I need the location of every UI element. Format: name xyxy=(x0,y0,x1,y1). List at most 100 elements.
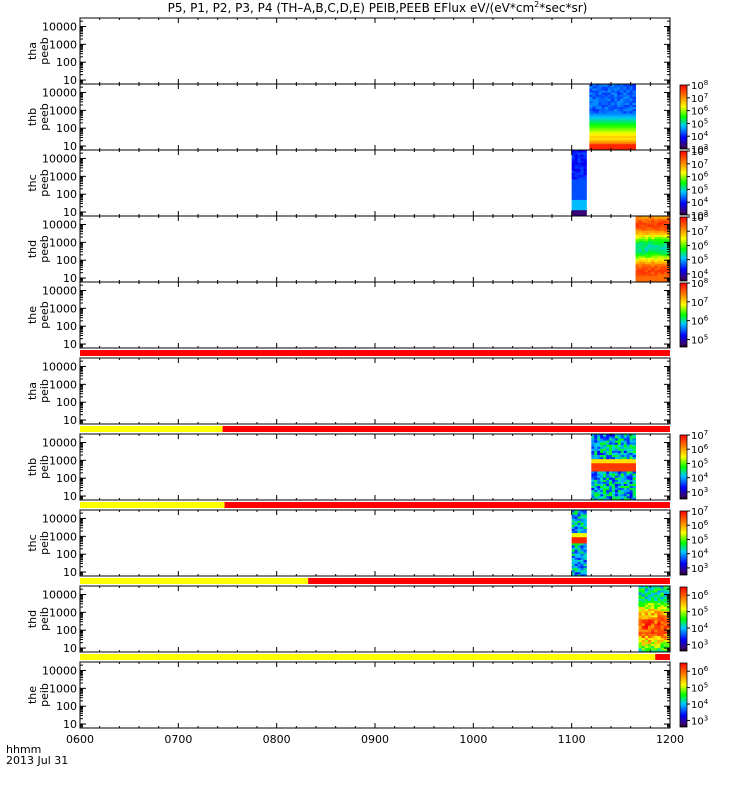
spectrogram-cell xyxy=(654,269,658,273)
spectrogram-cell xyxy=(577,540,581,544)
spectrogram-cell xyxy=(574,172,578,176)
spectrogram-cell xyxy=(610,131,615,134)
spectrogram-cell xyxy=(577,543,581,546)
spectrogram-cell xyxy=(571,532,576,536)
spectrogram-cell xyxy=(651,224,655,227)
spectrogram-cell xyxy=(641,226,646,229)
spectrogram-cell xyxy=(577,164,581,167)
colorbar-label: 107 xyxy=(691,505,708,518)
spectrogram-cell xyxy=(654,251,658,254)
spectrogram-cell xyxy=(632,493,636,497)
spectrogram-cell xyxy=(632,458,636,462)
spectrogram-cell xyxy=(574,187,578,190)
spectrogram-cell xyxy=(654,224,658,227)
spectrogram-cell xyxy=(629,450,634,453)
spectrogram-cell xyxy=(626,86,630,89)
colorbar xyxy=(679,510,688,576)
spectrogram-cell xyxy=(657,255,662,258)
spectrogram-cell xyxy=(629,86,633,89)
spectrogram-cell xyxy=(600,481,604,484)
spectrogram-cell xyxy=(647,645,652,649)
panel-ylabel: peib xyxy=(38,683,51,707)
spectrogram-cell xyxy=(657,643,661,647)
spectrogram-cell xyxy=(589,108,593,112)
spectrogram-cell xyxy=(571,209,576,213)
spectrogram-cell xyxy=(623,485,628,489)
spectrogram-cell xyxy=(660,269,665,273)
spectrogram-cell xyxy=(651,645,655,649)
spectrogram-cell xyxy=(617,139,621,143)
spectrogram-cell xyxy=(577,201,581,205)
spectrogram-cell xyxy=(617,106,621,110)
spectrogram-cell xyxy=(663,255,668,258)
spectrogram-cell xyxy=(597,440,601,443)
spectrogram-cell xyxy=(598,127,603,130)
spectrogram-cell xyxy=(663,592,668,595)
spectrogram-cell xyxy=(629,131,633,134)
spectrogram-cell xyxy=(609,442,613,445)
spectrogram-cell xyxy=(610,135,615,139)
spectrogram-cell xyxy=(611,460,616,464)
y-tick-label: 1000 xyxy=(49,104,77,117)
spectrogram-cell xyxy=(580,189,584,192)
spectrogram-cell xyxy=(609,495,613,499)
spectrogram-cell xyxy=(594,442,598,445)
spectrogram-cell xyxy=(651,641,655,645)
spectrogram-cell xyxy=(577,160,581,163)
panel-ylabel: the xyxy=(26,306,39,324)
spectrogram-cell xyxy=(583,567,587,571)
spectrogram-cell xyxy=(651,610,655,614)
spectrogram-cell xyxy=(580,164,584,167)
spectrogram-cell xyxy=(600,434,604,437)
spectrogram-cell xyxy=(607,88,612,91)
spectrogram-cell xyxy=(644,232,649,235)
spectrogram-cell xyxy=(644,238,649,242)
spectrogram-cell xyxy=(592,108,596,112)
spectrogram-cell xyxy=(666,592,671,595)
spectrogram-cell xyxy=(663,602,668,605)
spectrogram-cell xyxy=(632,467,636,470)
spectrogram-cell xyxy=(617,448,622,451)
spectrogram-cell xyxy=(660,629,665,632)
spectrogram-cell xyxy=(617,131,621,134)
spectrogram-cell xyxy=(580,156,584,159)
quality-bar-red xyxy=(224,502,671,508)
spectrogram-cell xyxy=(644,277,649,281)
spectrogram-cell xyxy=(623,479,628,482)
spectrogram-cell xyxy=(610,98,615,101)
spectrogram-cell xyxy=(660,240,665,244)
spectrogram-cell xyxy=(651,257,655,260)
spectrogram-cell xyxy=(644,612,649,616)
spectrogram-cell xyxy=(614,127,618,130)
spectrogram-cell xyxy=(629,448,634,451)
spectrogram-cell xyxy=(591,440,595,443)
spectrogram-cell xyxy=(632,444,636,447)
spectrogram-cell xyxy=(623,440,628,443)
spectrogram-cell xyxy=(638,267,643,271)
spectrogram-cell xyxy=(604,88,609,91)
spectrogram-cell xyxy=(651,600,655,603)
spectrogram-cell xyxy=(606,450,610,453)
spectrogram-cell xyxy=(651,261,655,264)
spectrogram-cell xyxy=(644,631,649,634)
spectrogram-cell xyxy=(623,104,627,108)
spectrogram-cell xyxy=(571,536,576,540)
spectrogram-cell xyxy=(592,143,596,147)
spectrogram-cell xyxy=(635,220,640,223)
spectrogram-cell xyxy=(604,119,609,122)
spectrogram-cell xyxy=(606,473,610,476)
spectrogram-cell xyxy=(571,520,576,523)
spectrogram-cell xyxy=(635,271,640,275)
spectrogram-cell xyxy=(603,491,607,495)
spectrogram-cell xyxy=(607,84,612,87)
spectrogram-cell xyxy=(580,565,584,569)
spectrogram-cell xyxy=(632,434,636,437)
spectrogram-cell xyxy=(620,456,625,460)
y-tick-label: 10 xyxy=(63,206,77,219)
spectrogram-cell xyxy=(626,479,631,482)
spectrogram-cell xyxy=(623,145,627,149)
colorbar-label: 103 xyxy=(691,486,708,499)
spectrogram-cell xyxy=(651,596,655,599)
spectrogram-cell xyxy=(660,641,665,645)
spectrogram-cell xyxy=(657,279,662,283)
